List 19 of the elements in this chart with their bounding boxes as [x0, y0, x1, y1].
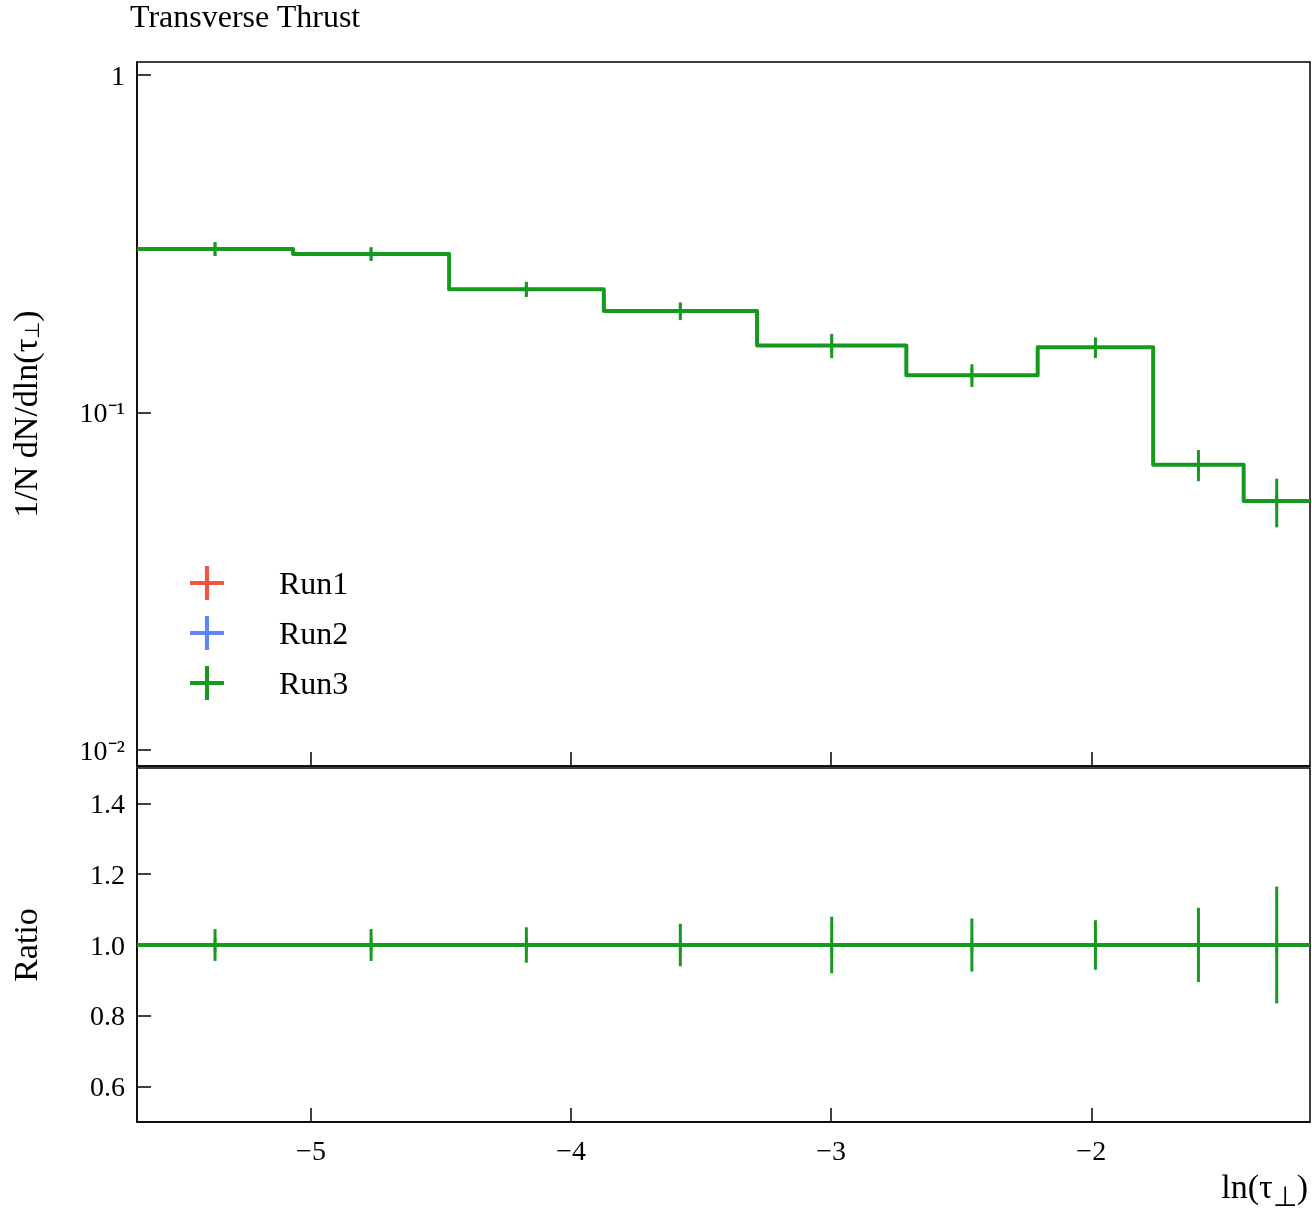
- y-tick-label: 1.0: [90, 929, 125, 961]
- legend-label: Run2: [279, 615, 349, 651]
- y-tick-label: 10⁻¹: [79, 397, 125, 429]
- y-tick-label: 0.8: [90, 1000, 125, 1032]
- chart-title: Transverse Thrust: [130, 0, 361, 34]
- y-tick-label: 1: [111, 59, 125, 91]
- x-tick-label: −3: [816, 1134, 847, 1166]
- x-tick-label: −4: [556, 1134, 586, 1166]
- y-axis-title: 1/N dN/dln(τ⊥): [6, 310, 45, 518]
- y-axis-title: Ratio: [6, 908, 44, 982]
- y-tick-label: 0.6: [90, 1071, 125, 1103]
- legend-label: Run1: [279, 565, 349, 601]
- y-tick-label: 1.4: [90, 787, 125, 819]
- legend-label: Run3: [279, 665, 349, 701]
- y-tick-label: 10⁻²: [79, 734, 125, 766]
- y-tick-label: 1.2: [90, 858, 125, 890]
- x-tick-label: −5: [296, 1134, 326, 1166]
- x-tick-label: −2: [1076, 1134, 1107, 1166]
- x-axis-title: ln(τ$_{⊥}$): [1221, 1168, 1308, 1212]
